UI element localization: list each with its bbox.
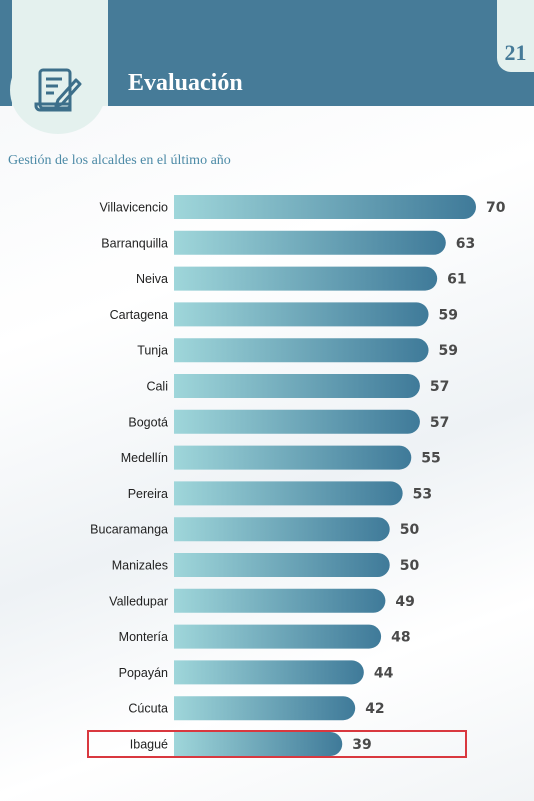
bar <box>174 266 438 291</box>
value-label: 42 <box>365 701 384 717</box>
icon-badge <box>10 46 106 134</box>
bar <box>174 445 412 470</box>
bar <box>174 696 356 721</box>
bar <box>174 660 364 685</box>
bar <box>174 624 382 649</box>
value-label: 48 <box>391 630 410 646</box>
category-label: Neiva <box>136 272 168 286</box>
value-label: 59 <box>439 307 458 323</box>
value-label: 61 <box>447 272 466 288</box>
category-label: Pereira <box>128 487 168 501</box>
category-label: Medellín <box>121 451 168 465</box>
value-label: 57 <box>430 379 449 395</box>
document-pen-icon <box>34 68 82 112</box>
bar <box>174 588 386 613</box>
category-label: Ibagué <box>130 738 168 752</box>
category-label: Villavicencio <box>99 201 168 215</box>
category-label: Manizales <box>112 559 168 573</box>
value-label: 39 <box>352 737 371 753</box>
bar <box>174 732 343 756</box>
highlight-box <box>87 730 467 758</box>
bar <box>174 230 446 255</box>
value-label: 63 <box>456 236 475 252</box>
chart-title: Gestión de los alcaldes en el último año <box>8 153 231 168</box>
bar <box>174 302 429 327</box>
value-label: 44 <box>374 665 394 681</box>
category-label: Montería <box>119 630 168 644</box>
category-label: Popayán <box>119 666 168 680</box>
category-label: Tunja <box>137 344 168 358</box>
category-label: Barranquilla <box>101 236 168 250</box>
bar <box>174 553 390 577</box>
bar <box>174 338 429 363</box>
bar <box>174 517 390 542</box>
page-title: Evaluación <box>128 70 243 96</box>
page-number-tab: 21 <box>497 0 534 72</box>
page-number: 21 <box>504 40 527 65</box>
category-label: Bogotá <box>128 415 168 429</box>
value-label: 57 <box>430 415 449 431</box>
category-label: Cali <box>146 380 168 394</box>
value-label: 53 <box>413 486 432 502</box>
bar <box>174 374 420 398</box>
category-label: Bucaramanga <box>90 523 168 537</box>
category-label: Cartagena <box>110 308 168 322</box>
bar <box>174 481 403 506</box>
value-label: 49 <box>395 594 414 610</box>
value-label: 59 <box>439 343 458 359</box>
value-label: 70 <box>486 200 506 216</box>
value-label: 50 <box>400 522 420 538</box>
category-label: Cúcuta <box>128 702 168 716</box>
value-label: 50 <box>400 558 420 574</box>
bar <box>174 195 476 219</box>
value-label: 55 <box>421 451 440 467</box>
category-label: Valledupar <box>109 594 168 608</box>
bar <box>174 409 420 434</box>
